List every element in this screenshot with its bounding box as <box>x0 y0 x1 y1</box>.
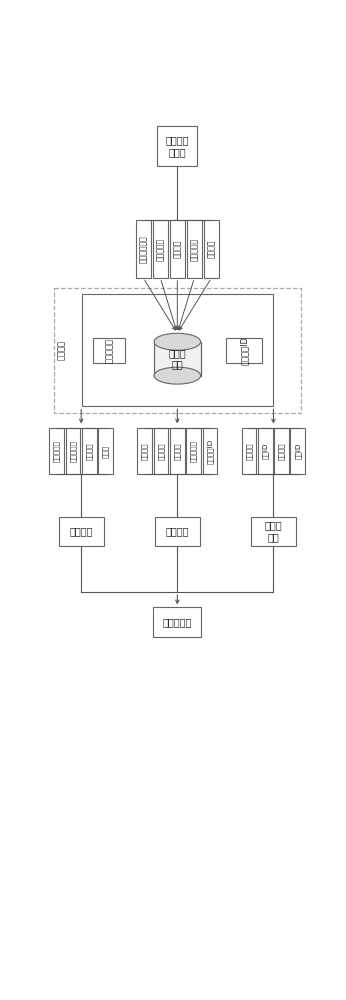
FancyBboxPatch shape <box>154 428 169 474</box>
Text: 制造任务名: 制造任务名 <box>156 237 165 261</box>
FancyBboxPatch shape <box>251 517 296 546</box>
FancyBboxPatch shape <box>274 428 289 474</box>
FancyBboxPatch shape <box>170 428 185 474</box>
Text: 加工面类型: 加工面类型 <box>190 440 197 462</box>
FancyBboxPatch shape <box>82 294 273 406</box>
FancyBboxPatch shape <box>49 428 64 474</box>
FancyBboxPatch shape <box>66 428 81 474</box>
Text: 初削速度: 初削速度 <box>174 442 181 460</box>
FancyBboxPatch shape <box>93 338 125 363</box>
Text: 公司名称: 公司名称 <box>278 442 285 460</box>
Text: 公司ID: 公司ID <box>294 443 301 459</box>
FancyBboxPatch shape <box>82 428 97 474</box>
FancyBboxPatch shape <box>170 220 185 278</box>
FancyBboxPatch shape <box>137 428 152 474</box>
Text: 初削深度: 初削深度 <box>142 442 148 460</box>
Text: 刀具信息库: 刀具信息库 <box>163 617 192 627</box>
Text: 刀具序列码: 刀具序列码 <box>70 440 76 462</box>
Ellipse shape <box>154 333 201 350</box>
Ellipse shape <box>154 367 201 384</box>
Text: 加工面类型: 加工面类型 <box>190 237 199 261</box>
FancyBboxPatch shape <box>186 428 201 474</box>
Text: 关键字: 关键字 <box>102 445 109 458</box>
FancyBboxPatch shape <box>157 126 198 166</box>
Text: 映射目录: 映射目录 <box>57 340 66 360</box>
FancyBboxPatch shape <box>202 428 217 474</box>
FancyBboxPatch shape <box>155 517 200 546</box>
Text: 供货商
信息: 供货商 信息 <box>265 520 282 542</box>
FancyBboxPatch shape <box>258 428 273 474</box>
Text: 工件材料: 工件材料 <box>173 240 182 258</box>
Text: 刀具题目: 刀具题目 <box>86 442 93 460</box>
FancyBboxPatch shape <box>291 428 305 474</box>
Text: 制造任务
信息表: 制造任务 信息表 <box>166 135 189 157</box>
FancyBboxPatch shape <box>153 220 168 278</box>
FancyBboxPatch shape <box>153 607 201 637</box>
FancyBboxPatch shape <box>204 220 219 278</box>
FancyBboxPatch shape <box>54 288 301 413</box>
FancyBboxPatch shape <box>187 220 202 278</box>
Text: 刀具信息: 刀具信息 <box>70 526 93 536</box>
FancyBboxPatch shape <box>59 517 104 546</box>
Text: 刀具类别ID: 刀具类别ID <box>239 336 248 365</box>
FancyBboxPatch shape <box>154 342 201 376</box>
FancyBboxPatch shape <box>136 220 151 278</box>
Text: 工艺信息: 工艺信息 <box>166 526 189 536</box>
FancyBboxPatch shape <box>98 428 113 474</box>
Text: 制造任务序号: 制造任务序号 <box>139 235 148 263</box>
Text: 加工精度: 加工精度 <box>207 240 216 258</box>
Text: 刀具资源码: 刀具资源码 <box>104 338 113 363</box>
Text: 地域名称: 地域名称 <box>246 442 252 460</box>
Text: 地域ID: 地域ID <box>262 443 268 459</box>
FancyBboxPatch shape <box>242 428 256 474</box>
FancyBboxPatch shape <box>226 338 262 363</box>
Text: 刀具资源码: 刀具资源码 <box>54 440 60 462</box>
Text: 刀具案
例库: 刀具案 例库 <box>169 348 186 369</box>
Text: 刀具类别ID: 刀具类别ID <box>207 438 213 464</box>
Text: 进给速度: 进给速度 <box>158 442 164 460</box>
